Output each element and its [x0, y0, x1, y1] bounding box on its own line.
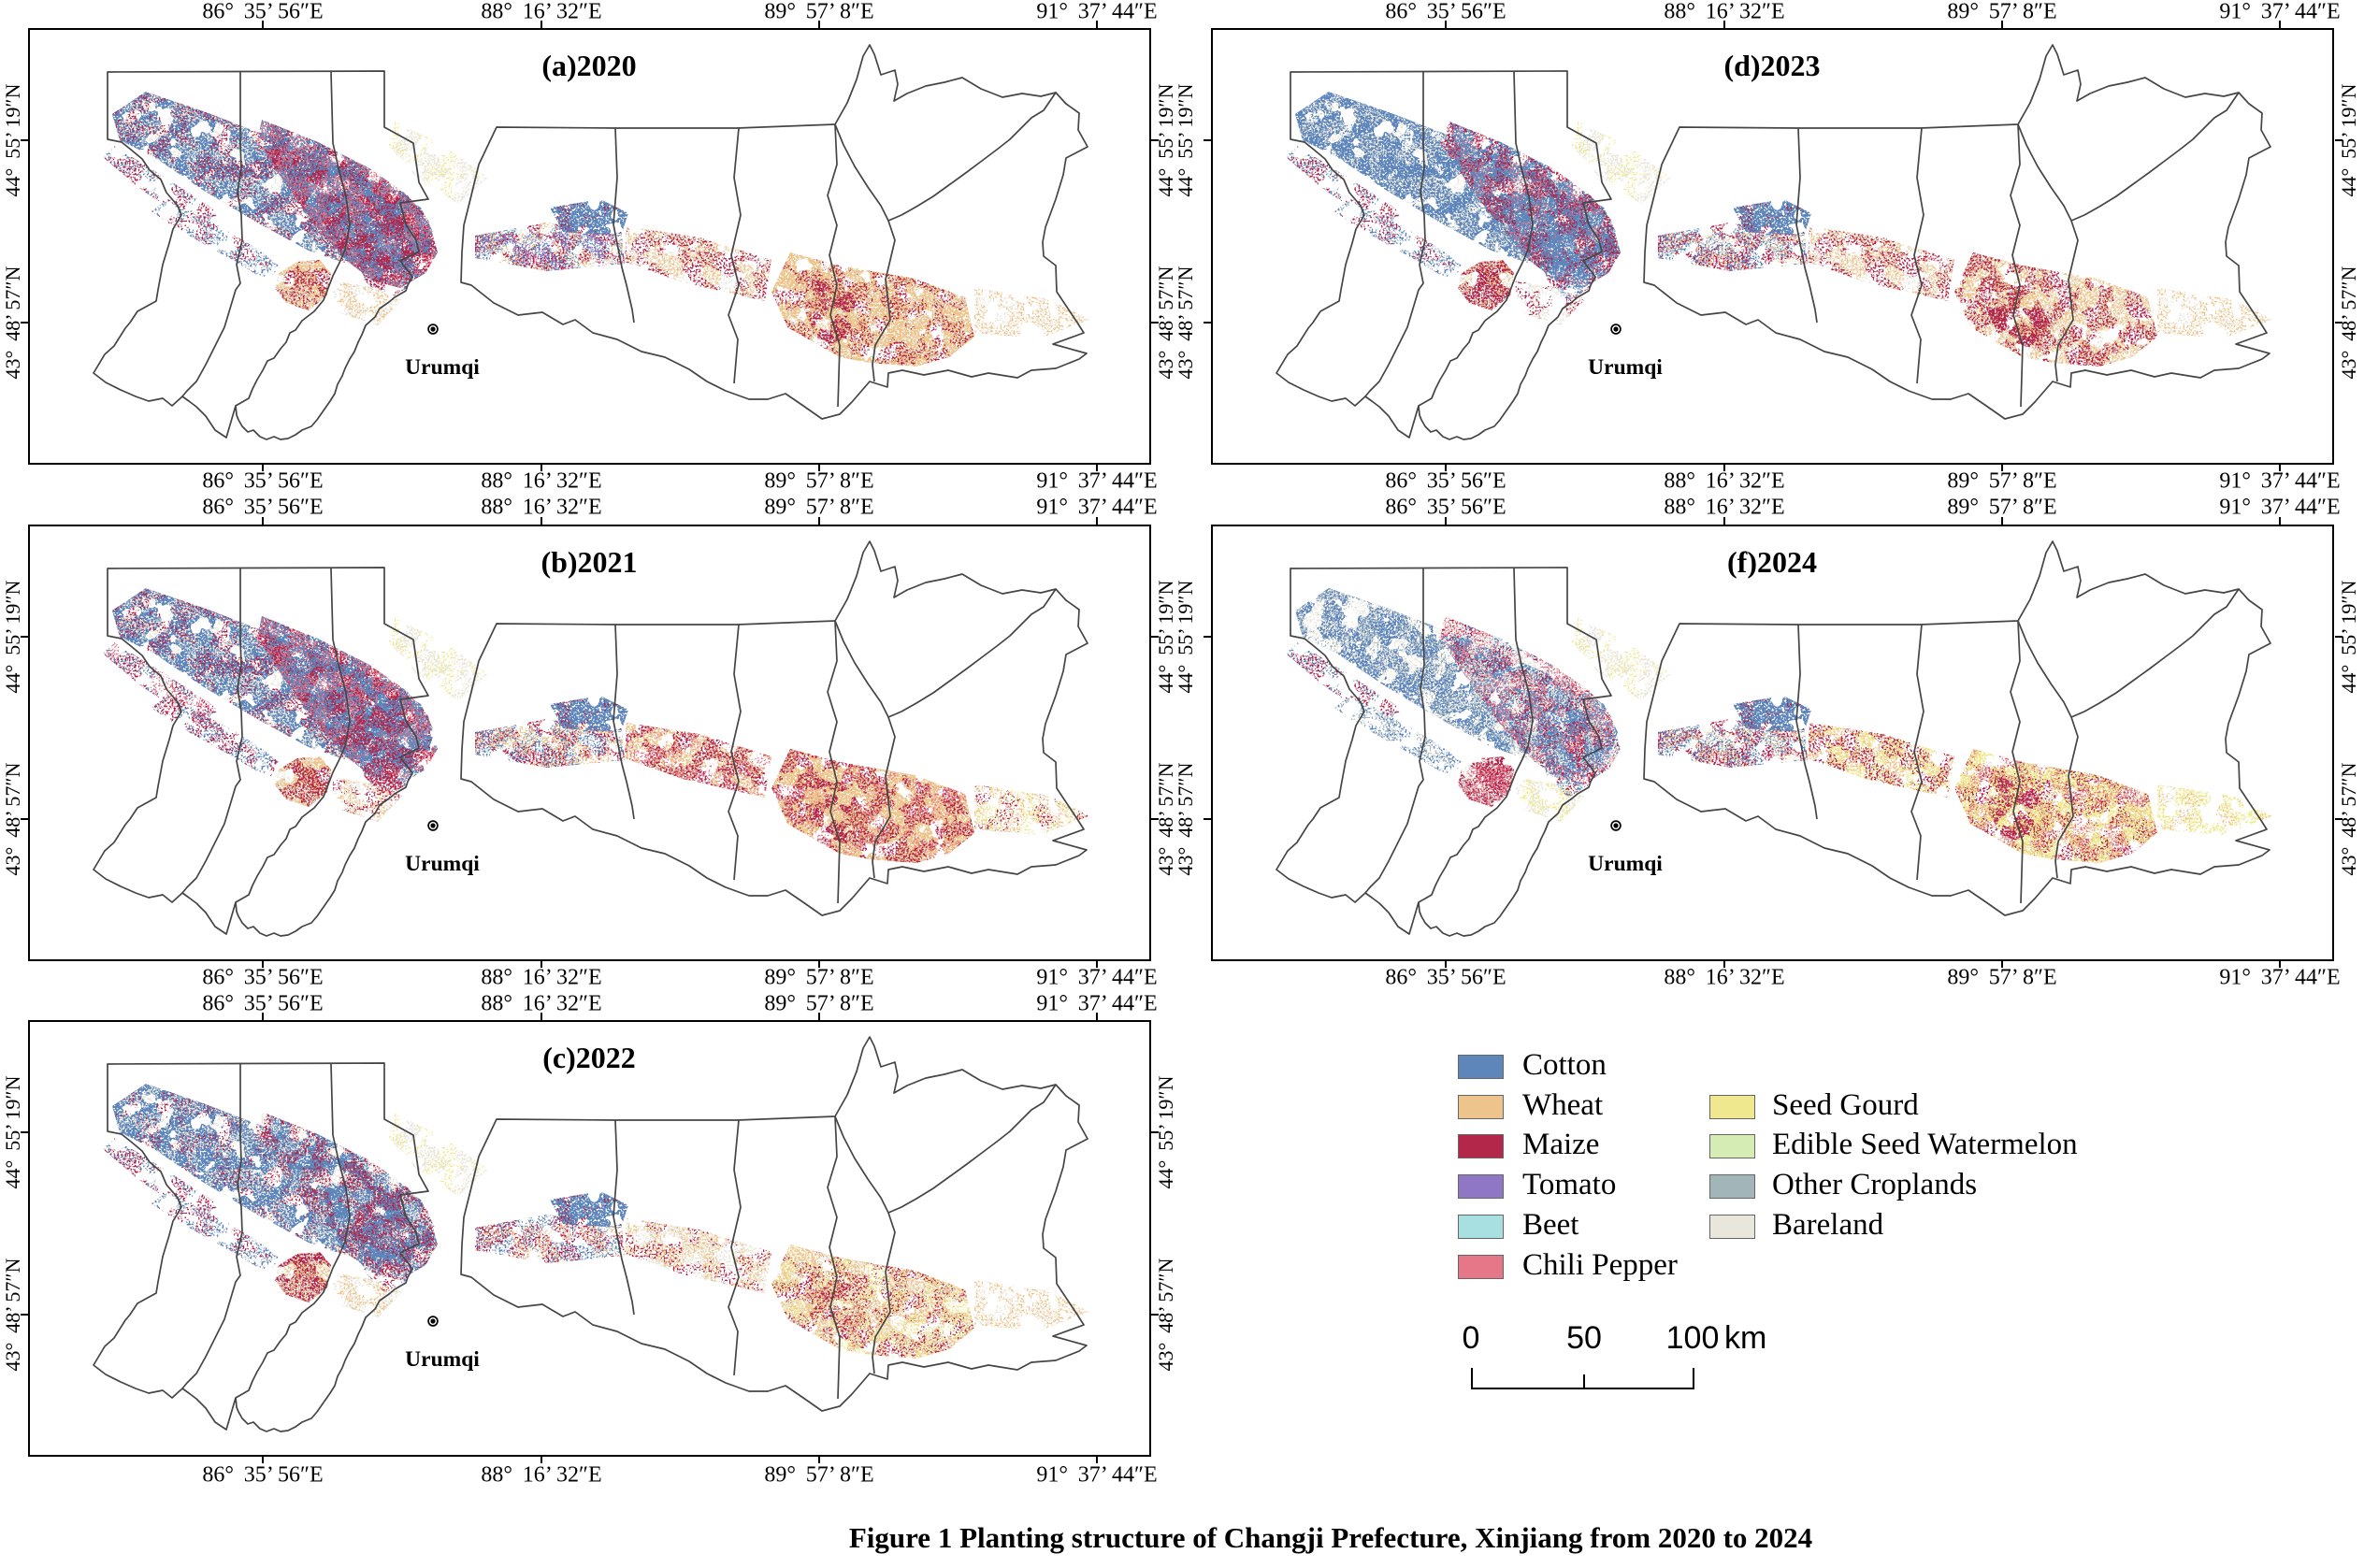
svg-text:Urumqi: Urumqi — [1588, 852, 1663, 876]
svg-text:Urumqi: Urumqi — [405, 355, 480, 380]
svg-text:Urumqi: Urumqi — [405, 1347, 480, 1372]
svg-text:Urumqi: Urumqi — [405, 852, 480, 876]
svg-text:Urumqi: Urumqi — [1588, 355, 1663, 380]
